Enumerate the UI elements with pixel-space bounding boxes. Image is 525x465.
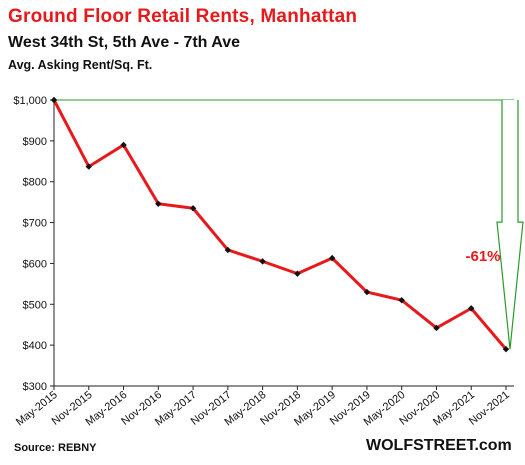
data-point	[398, 297, 405, 304]
data-point	[433, 324, 440, 332]
data-point	[363, 288, 371, 296]
data-point	[328, 254, 336, 262]
down-arrow-shape	[496, 100, 524, 350]
x-tick-labels: May-2015Nov-2015May-2016Nov-2016May-2017…	[14, 389, 512, 429]
series-markers	[50, 96, 510, 353]
data-point	[189, 205, 197, 212]
chart-title: Ground Floor Retail Rents, Manhattan	[8, 6, 358, 27]
series-line	[52, 99, 508, 351]
y-tick-label: $900	[23, 136, 47, 148]
data-point	[502, 346, 510, 353]
data-point	[155, 200, 162, 207]
data-point	[120, 141, 127, 149]
y-tick-label: $1,000	[13, 95, 47, 107]
series-line-path	[52, 99, 508, 351]
data-point	[259, 258, 266, 265]
data-point	[224, 246, 232, 254]
decline-annotation: -61%	[465, 248, 500, 265]
y-tick-label: $700	[23, 218, 47, 230]
chart-subtitle: West 34th St, 5th Ave - 7th Ave	[8, 34, 241, 51]
axes	[50, 99, 514, 390]
y-tick-label: $500	[23, 299, 47, 311]
y-tick-label: $800	[23, 177, 47, 189]
y-tick-label: $600	[23, 258, 47, 270]
data-point	[50, 96, 58, 104]
source-label: Source: REBNY	[14, 442, 97, 454]
y-tick-labels: $300 $400 $500 $600 $700 $800 $900 $1,000	[13, 95, 47, 393]
decline-arrow	[54, 99, 524, 350]
data-point	[468, 305, 475, 312]
y-tick-label: $300	[23, 381, 47, 393]
site-label: WOLFSTREET.com	[366, 437, 512, 454]
data-point	[294, 270, 301, 277]
data-point	[85, 163, 92, 170]
y-axis-units-label: Avg. Asking Rent/Sq. Ft.	[8, 58, 153, 72]
y-tick-label: $400	[23, 340, 47, 352]
